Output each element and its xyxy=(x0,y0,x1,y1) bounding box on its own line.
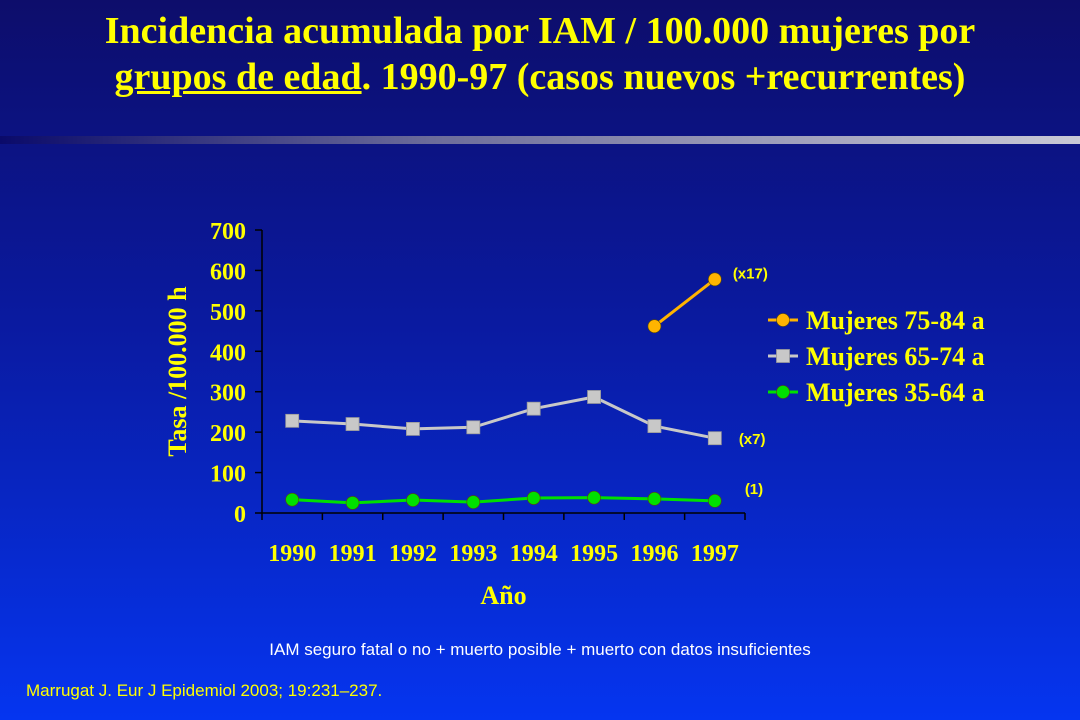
data-point-marker xyxy=(345,496,360,510)
data-point-marker xyxy=(466,420,481,435)
citation: Marrugat J. Eur J Epidemiol 2003; 19:231… xyxy=(26,681,383,700)
y-axis-title: Tasa /100.000 h xyxy=(163,286,192,457)
data-point-marker xyxy=(647,419,662,433)
y-tick-label: 100 xyxy=(210,462,246,488)
title-underlined-phrase: grupos de edad xyxy=(114,56,362,98)
legend-swatch-marker xyxy=(776,385,790,399)
y-tick-label: 600 xyxy=(210,259,246,285)
y-tick-label: 500 xyxy=(210,300,246,326)
y-tick-label: 200 xyxy=(210,421,246,447)
title-line-2-rest: . 1990-97 (casos nuevos +recurrentes) xyxy=(361,56,966,98)
data-point-marker xyxy=(647,492,662,506)
x-tick-label: 1990 xyxy=(268,541,316,567)
y-tick-label: 0 xyxy=(234,502,246,528)
x-axis-title: Año xyxy=(480,581,526,610)
title-divider xyxy=(0,136,1080,144)
y-tick-label: 700 xyxy=(210,219,246,245)
data-point-marker xyxy=(707,431,722,446)
x-tick-label: 1991 xyxy=(329,541,377,567)
series-line xyxy=(653,278,716,328)
x-tick-label: 1997 xyxy=(691,541,739,567)
y-tick-label: 400 xyxy=(210,340,246,366)
data-point-marker xyxy=(466,495,481,509)
data-point-marker xyxy=(406,422,420,436)
legend-entry-label: Mujeres 35-64 a xyxy=(806,378,985,407)
data-point-marker xyxy=(285,413,300,428)
series-annotation: (1) xyxy=(745,481,763,498)
legend-swatch-marker xyxy=(776,313,790,327)
series-line xyxy=(292,496,715,505)
data-point-marker xyxy=(285,492,299,507)
series-line xyxy=(292,395,716,440)
data-point-marker xyxy=(708,494,722,508)
data-point-marker xyxy=(587,490,601,505)
data-point-marker xyxy=(587,390,601,404)
data-point-marker xyxy=(406,493,420,507)
data-point-marker xyxy=(526,491,541,505)
legend-swatch-marker xyxy=(776,349,790,363)
slide-title: Incidencia acumulada por IAM / 100.000 m… xyxy=(0,8,1080,100)
footnote: IAM seguro fatal o no + muerto posible +… xyxy=(269,640,811,659)
x-tick-label: 1993 xyxy=(449,541,497,567)
x-tick-label: 1996 xyxy=(630,541,678,567)
data-point-marker xyxy=(708,272,722,287)
data-point-marker xyxy=(345,417,360,431)
x-tick-label: 1995 xyxy=(570,541,618,567)
data-point-marker xyxy=(526,401,541,416)
title-line-1: Incidencia acumulada por IAM / 100.000 m… xyxy=(104,10,976,52)
series-annotation: (x7) xyxy=(739,431,766,448)
y-tick-label: 300 xyxy=(210,381,246,407)
data-point-marker xyxy=(647,319,662,334)
title-line-2: grupos de edad. 1990-97 (casos nuevos +r… xyxy=(0,54,1080,100)
x-tick-label: 1994 xyxy=(510,541,558,567)
x-tick-label: 1992 xyxy=(389,541,437,567)
legend-entry-label: Mujeres 65-74 a xyxy=(806,342,985,371)
series-annotation: (x17) xyxy=(733,265,768,282)
legend-entry-label: Mujeres 75-84 a xyxy=(806,306,985,335)
